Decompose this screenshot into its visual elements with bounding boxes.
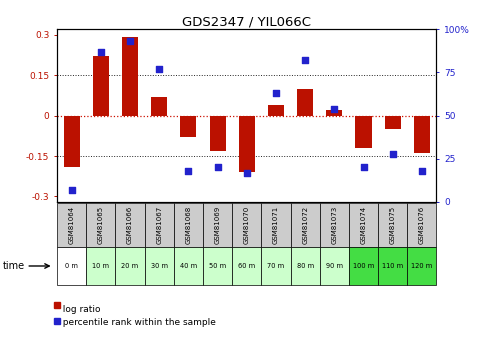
Bar: [174, 203, 203, 247]
Text: GSM81070: GSM81070: [244, 206, 250, 244]
Bar: [145, 203, 174, 247]
Bar: [349, 247, 378, 285]
Text: percentile rank within the sample: percentile rank within the sample: [57, 318, 216, 327]
Point: [418, 168, 426, 174]
Bar: [378, 247, 407, 285]
Text: GSM81066: GSM81066: [127, 206, 133, 244]
Text: 100 m: 100 m: [353, 263, 374, 269]
Bar: [326, 110, 342, 116]
Point: [126, 39, 134, 44]
Point: [301, 58, 309, 63]
Point: [243, 170, 250, 175]
Bar: [291, 247, 320, 285]
Point: [185, 168, 192, 174]
Bar: [63, 116, 80, 167]
Bar: [93, 56, 109, 116]
Bar: [122, 37, 138, 116]
Bar: [261, 203, 291, 247]
Text: GSM81064: GSM81064: [68, 206, 74, 244]
Text: 60 m: 60 m: [238, 263, 255, 269]
Bar: [232, 203, 261, 247]
Bar: [57, 247, 86, 285]
Text: 110 m: 110 m: [382, 263, 403, 269]
Point: [272, 90, 280, 96]
Text: 40 m: 40 m: [180, 263, 197, 269]
Bar: [86, 203, 116, 247]
Text: 30 m: 30 m: [151, 263, 168, 269]
Point: [360, 165, 368, 170]
Text: time: time: [2, 261, 25, 271]
Point: [214, 165, 222, 170]
Point: [330, 106, 338, 111]
Bar: [268, 105, 284, 116]
Bar: [151, 97, 167, 116]
Bar: [174, 247, 203, 285]
Bar: [116, 203, 145, 247]
Text: 70 m: 70 m: [267, 263, 285, 269]
Text: GSM81074: GSM81074: [361, 206, 367, 244]
Bar: [320, 247, 349, 285]
Bar: [297, 89, 313, 116]
Bar: [203, 203, 232, 247]
Text: 20 m: 20 m: [122, 263, 138, 269]
Text: 90 m: 90 m: [326, 263, 343, 269]
Bar: [320, 203, 349, 247]
Text: GSM81065: GSM81065: [98, 206, 104, 244]
Point: [67, 187, 75, 193]
Bar: [181, 116, 196, 137]
Text: 50 m: 50 m: [209, 263, 226, 269]
Point: [389, 151, 397, 156]
Bar: [407, 247, 436, 285]
Bar: [145, 247, 174, 285]
Text: 80 m: 80 m: [297, 263, 313, 269]
Bar: [407, 203, 436, 247]
Bar: [261, 247, 291, 285]
Text: log ratio: log ratio: [57, 305, 101, 314]
Title: GDS2347 / YIL066C: GDS2347 / YIL066C: [182, 15, 311, 28]
Text: GSM81067: GSM81067: [156, 206, 162, 244]
Bar: [239, 116, 255, 172]
Bar: [86, 247, 116, 285]
Bar: [232, 247, 261, 285]
Text: GSM81071: GSM81071: [273, 206, 279, 244]
Bar: [378, 203, 407, 247]
Bar: [349, 203, 378, 247]
Point: [155, 66, 163, 72]
Bar: [291, 203, 320, 247]
Text: 120 m: 120 m: [411, 263, 433, 269]
Bar: [385, 116, 401, 129]
Point: [97, 49, 105, 55]
Bar: [57, 203, 86, 247]
Bar: [209, 116, 226, 151]
Text: GSM81068: GSM81068: [186, 206, 191, 244]
Bar: [116, 247, 145, 285]
Text: GSM81073: GSM81073: [331, 206, 337, 244]
Bar: [203, 247, 232, 285]
Text: 0 m: 0 m: [65, 263, 78, 269]
Text: GSM81072: GSM81072: [302, 206, 308, 244]
Bar: [356, 116, 372, 148]
Bar: [414, 116, 430, 153]
Text: GSM81076: GSM81076: [419, 206, 425, 244]
Text: 10 m: 10 m: [92, 263, 109, 269]
Text: GSM81075: GSM81075: [390, 206, 396, 244]
Text: GSM81069: GSM81069: [215, 206, 221, 244]
